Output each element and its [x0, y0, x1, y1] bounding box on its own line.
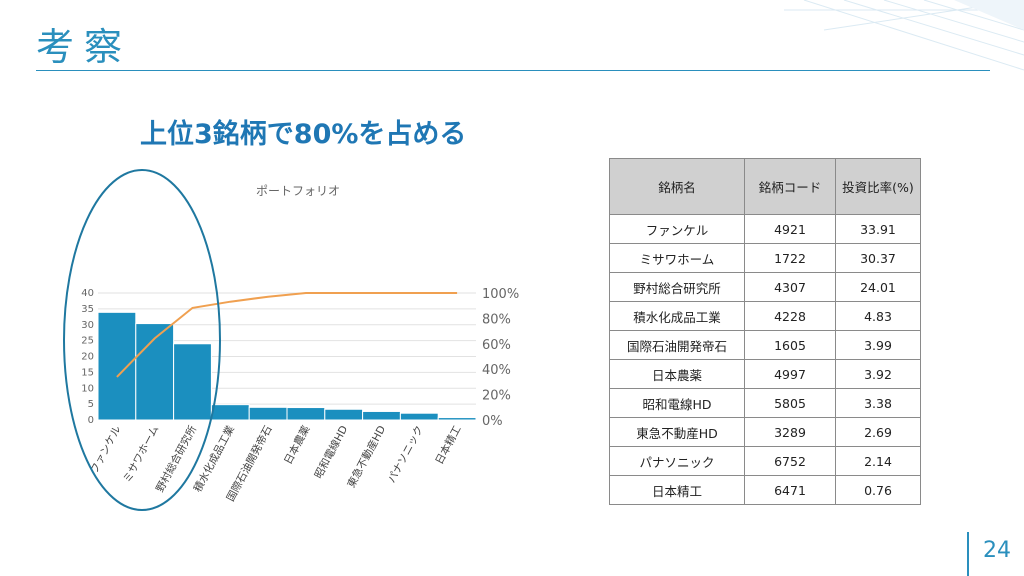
left-tick-label: 30	[81, 320, 94, 331]
right-tick-label: 20%	[482, 389, 511, 404]
headline: 上位3銘柄で80%を占める	[140, 119, 467, 150]
cell-name: ミサワホーム	[609, 243, 745, 273]
cell-name: 野村総合研究所	[609, 272, 745, 302]
cell-name: 日本農薬	[609, 359, 745, 389]
cell-code: 6752	[744, 446, 836, 476]
table-row: 積水化成品工業 4228 4.83	[609, 301, 921, 331]
category-label: パナソニック	[386, 424, 426, 485]
pareto-chart: ポートフォリオ 0 5 10 15 20 25 30 35 40 0% 20% 40% 60% 80% 1…	[63, 169, 519, 511]
bar	[286, 407, 326, 421]
top3-highlight-ellipse	[63, 169, 221, 511]
table-row: パナソニック 6752 2.14	[609, 446, 921, 476]
cell-code: 1605	[744, 330, 836, 360]
left-tick-label: 10	[81, 383, 94, 394]
table-row: 国際石油開発帝石 1605 3.99	[609, 330, 921, 360]
right-tick-label: 0%	[482, 414, 503, 429]
left-tick-label: 25	[81, 336, 94, 347]
right-tick-label: 40%	[482, 363, 511, 378]
cell-code: 5805	[744, 388, 836, 418]
bar	[324, 408, 364, 421]
page-number: 24	[983, 538, 1011, 563]
table-row: ミサワホーム 1722 30.37	[609, 243, 921, 273]
cell-ratio: 0.76	[835, 475, 921, 505]
table-row: 日本農薬 4997 3.92	[609, 359, 921, 389]
cell-code: 3289	[744, 417, 836, 447]
cell-ratio: 3.99	[835, 330, 921, 360]
category-label: 野村総合研究所	[153, 423, 199, 494]
corner-decoration	[784, 0, 1024, 71]
bar-series	[97, 311, 477, 421]
cell-name: 昭和電線HD	[609, 388, 745, 418]
left-tick-label: 5	[88, 399, 94, 410]
table-row: 野村総合研究所 4307 24.01	[609, 272, 921, 302]
bar	[210, 404, 250, 421]
cell-name: ファンケル	[609, 214, 745, 244]
cell-code: 6471	[744, 475, 836, 505]
cell-code: 4307	[744, 272, 836, 302]
cell-ratio: 24.01	[835, 272, 921, 302]
cumulative-line	[116, 292, 458, 378]
slide-title: 考察	[36, 25, 133, 69]
cell-ratio: 33.91	[835, 214, 921, 244]
header-ratio: 投資比率(%)	[835, 158, 921, 215]
bar	[97, 311, 137, 421]
cell-ratio: 2.69	[835, 417, 921, 447]
header-name: 銘柄名	[609, 158, 745, 215]
cell-ratio: 30.37	[835, 243, 921, 273]
header-code: 銘柄コード	[744, 158, 836, 215]
cell-ratio: 3.92	[835, 359, 921, 389]
cell-code: 4228	[744, 301, 836, 331]
category-label: 東急不動産HD	[345, 423, 389, 490]
left-tick-label: 40	[81, 288, 94, 299]
table-row: ファンケル 4921 33.91	[609, 214, 921, 244]
table-row: 東急不動産HD 3289 2.69	[609, 417, 921, 447]
left-tick-label: 35	[81, 304, 94, 315]
title-rule	[36, 70, 990, 71]
right-tick-label: 80%	[482, 312, 511, 327]
table-row: 昭和電線HD 5805 3.38	[609, 388, 921, 418]
left-tick-label: 15	[81, 367, 94, 378]
category-label: 昭和電線HD	[312, 423, 351, 480]
cell-name: 東急不動産HD	[609, 417, 745, 447]
bar	[362, 410, 401, 421]
cell-code: 1722	[744, 243, 836, 273]
cumulative-polyline	[116, 292, 458, 378]
cell-ratio: 3.38	[835, 388, 921, 418]
bar	[437, 417, 477, 421]
cell-ratio: 2.14	[835, 446, 921, 476]
cell-code: 4921	[744, 214, 836, 244]
cell-ratio: 4.83	[835, 301, 921, 331]
cell-name: 積水化成品工業	[609, 301, 745, 331]
left-axis-ticks: 0 5 10 15 20 25 30 35 40	[81, 288, 94, 426]
bar	[399, 412, 439, 421]
chart-title: ポートフォリオ	[256, 184, 340, 198]
right-axis-ticks: 0% 20% 40% 60% 80% 100%	[482, 287, 519, 429]
bar	[248, 406, 288, 421]
category-label: 日本精工	[433, 423, 464, 466]
category-label: ファンケル	[88, 424, 123, 476]
bar	[173, 343, 212, 421]
left-tick-label: 20	[81, 352, 94, 363]
page-number-rule	[967, 532, 969, 576]
right-tick-label: 100%	[482, 287, 519, 302]
right-tick-label: 60%	[482, 338, 511, 353]
cell-name: 国際石油開発帝石	[609, 330, 745, 360]
category-label: 日本農薬	[281, 423, 312, 467]
category-label: ミサワホーム	[121, 424, 161, 485]
bar	[135, 323, 175, 421]
table-header-row: 銘柄名 銘柄コード 投資比率(%)	[609, 158, 921, 215]
cell-code: 4997	[744, 359, 836, 389]
left-tick-label: 0	[88, 415, 94, 426]
table-row: 日本精工 6471 0.76	[609, 475, 921, 505]
cell-name: 日本精工	[609, 475, 745, 505]
portfolio-table: 銘柄名 銘柄コード 投資比率(%) ファンケル 4921 33.91 ミサワホーム 1…	[609, 158, 921, 505]
cell-name: パナソニック	[609, 446, 745, 476]
